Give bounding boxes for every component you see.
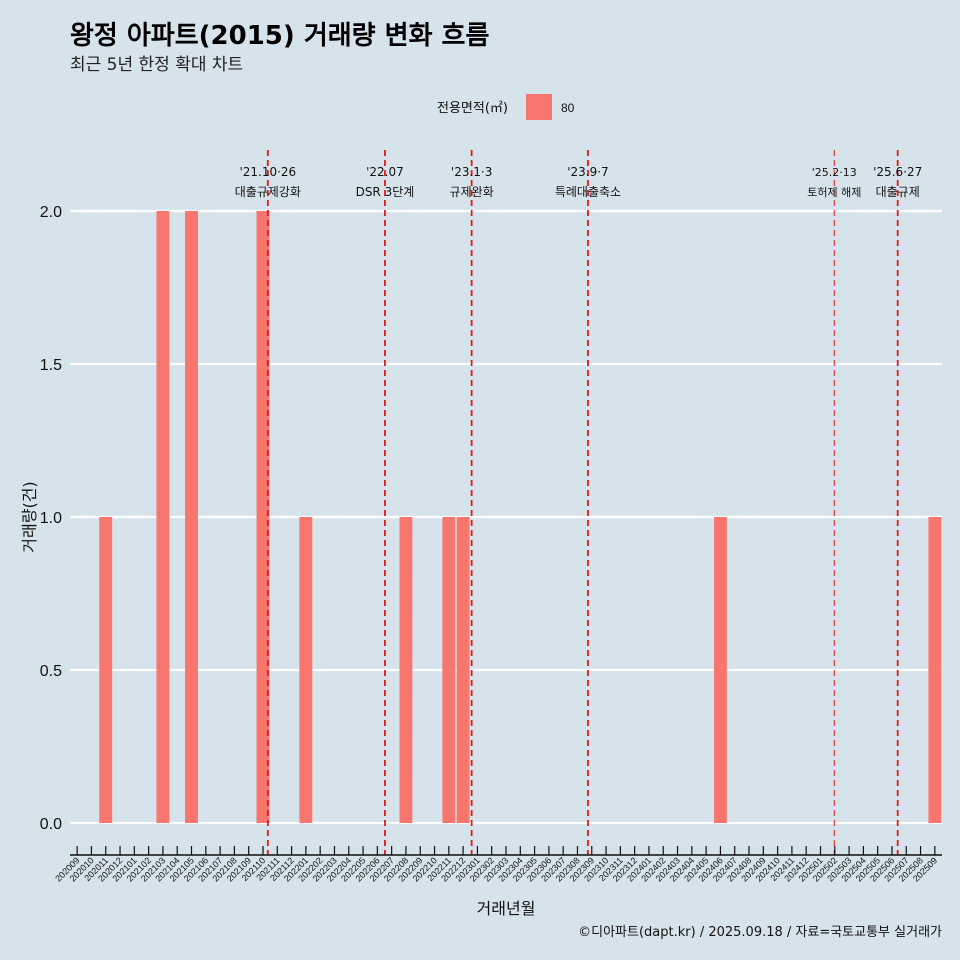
bar bbox=[185, 211, 198, 823]
bar bbox=[442, 517, 456, 823]
event-date-label: '23.9·7 bbox=[567, 165, 608, 179]
grid bbox=[70, 209, 942, 825]
event-name-label: DSR 3단계 bbox=[356, 185, 415, 199]
event-date-label: '22.07 bbox=[366, 165, 404, 179]
bar bbox=[256, 211, 270, 823]
bars bbox=[99, 211, 942, 823]
event-name-label: 특례대출축소 bbox=[555, 185, 621, 199]
x-axis: 2020092020102020112020122021012021022021… bbox=[53, 846, 942, 884]
caption: ©디아파트(dapt.kr) / 2025.09.18 / 자료=국토교통부 실… bbox=[578, 925, 942, 940]
bar bbox=[456, 517, 470, 823]
y-tick-label: 1.5 bbox=[40, 357, 62, 374]
y-tick-label: 0.5 bbox=[40, 663, 62, 680]
legend: 전용면적(㎡) 80 bbox=[437, 94, 575, 120]
legend-swatch bbox=[526, 94, 552, 120]
y-tick-label: 0.0 bbox=[40, 816, 62, 833]
y-tick-label: 1.0 bbox=[40, 510, 62, 527]
y-axis: 0.0 0.5 1.0 1.5 2.0 bbox=[40, 204, 62, 833]
bar bbox=[928, 517, 942, 823]
bar bbox=[99, 517, 113, 823]
x-axis-title: 거래년월 bbox=[477, 899, 536, 918]
event-date-label: '25.6·27 bbox=[873, 165, 922, 179]
legend-title: 전용면적(㎡) bbox=[437, 101, 508, 116]
y-tick-label: 2.0 bbox=[40, 204, 62, 221]
event-name-label: 대출규제 bbox=[876, 185, 920, 199]
event-lines: '21.10·26 대출규제강화 '22.07 DSR 3단계 '23.1·3 규제완화 '… bbox=[235, 150, 922, 855]
bar bbox=[299, 517, 313, 823]
legend-label: 80 bbox=[561, 101, 575, 115]
event-name-label: 토허제 해제 bbox=[807, 185, 861, 199]
chart-title: 왕정 아파트(2015) 거래량 변화 흐름 bbox=[70, 21, 489, 51]
event-name-label: 규제완화 bbox=[450, 185, 494, 199]
chart-subtitle: 최근 5년 한정 확대 차트 bbox=[70, 55, 243, 75]
event-name-label: 대출규제강화 bbox=[235, 185, 301, 199]
event-date-label: '23.1·3 bbox=[451, 165, 492, 179]
bar bbox=[713, 517, 727, 823]
event-date-label: '21.10·26 bbox=[239, 165, 296, 179]
bar bbox=[156, 211, 170, 823]
event-date-label: '25.2·13 bbox=[812, 166, 857, 179]
y-axis-title: 거래량(건) bbox=[20, 481, 39, 552]
bar bbox=[399, 517, 413, 823]
